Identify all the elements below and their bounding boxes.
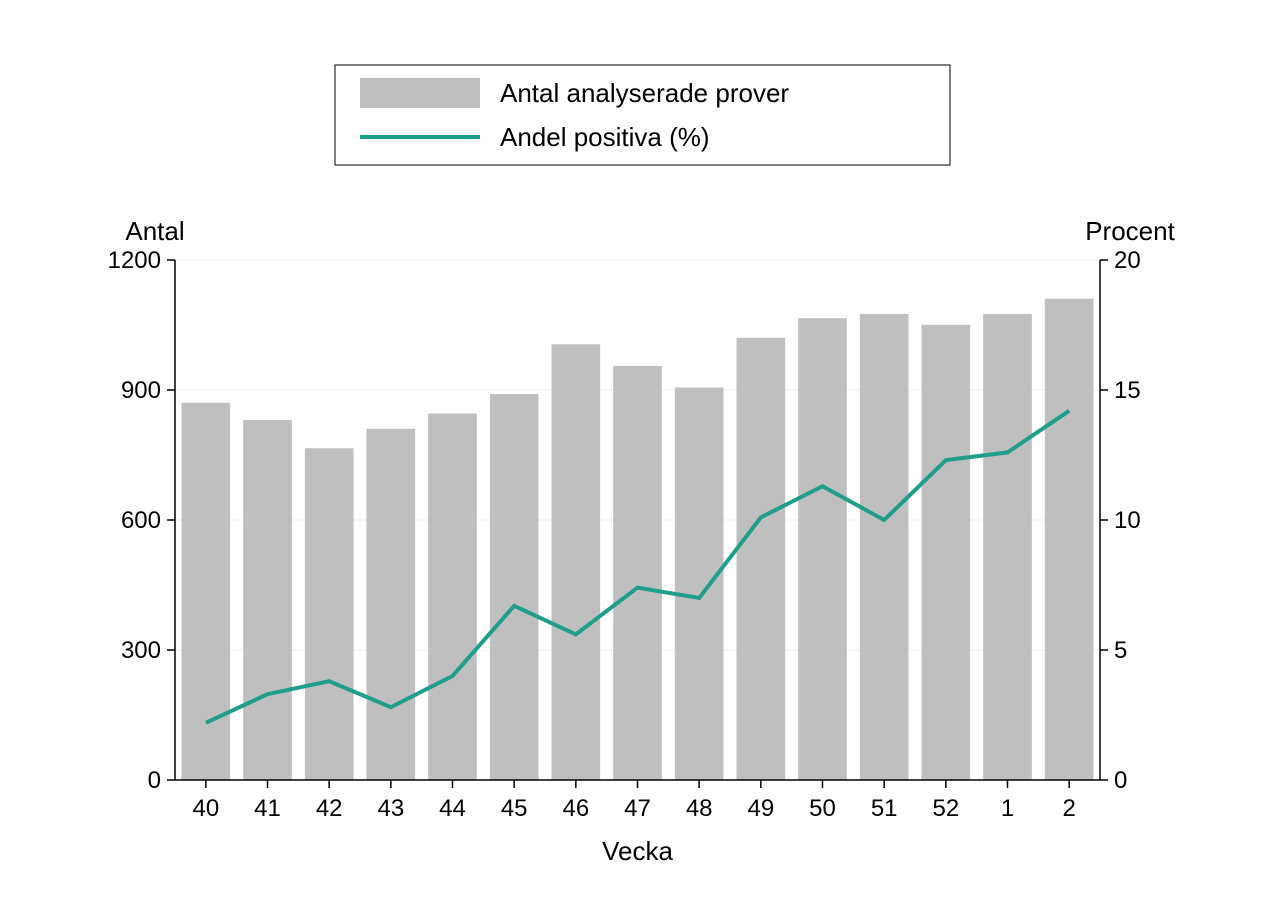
x-tick-label: 2 [1062,795,1075,822]
bar [552,345,600,781]
x-tick-label: 47 [624,795,651,822]
bar [983,314,1031,780]
chart-container: 0 300 600 900 1200 0 5 10 15 20 40 41 42 43 44 45 46 47 48… [0,0,1265,920]
bar [243,420,291,780]
y-right-tick-label: 5 [1114,637,1127,664]
y-left-tick-label: 600 [121,507,161,534]
y-left-title: Antal [125,216,184,246]
x-tick-label: 46 [562,795,589,822]
x-tick-label: 44 [439,795,466,822]
x-tick-label: 49 [747,795,774,822]
x-tick-label: 41 [254,795,281,822]
chart-svg: 0 300 600 900 1200 0 5 10 15 20 40 41 42 43 44 45 46 47 48… [0,0,1265,920]
y-right-tick-label: 0 [1114,767,1127,794]
legend-label-line: Andel positiva (%) [500,122,710,152]
bar [490,394,538,780]
x-tick-label: 42 [316,795,343,822]
x-tick-label: 52 [932,795,959,822]
y-left-tick-label: 900 [121,377,161,404]
x-tick-label: 1 [1001,795,1014,822]
bar [182,403,230,780]
legend-label-bar: Antal analyserade prover [500,78,789,108]
y-left-tick-label: 300 [121,637,161,664]
legend-swatch-bar [360,78,480,108]
y-left-tick-label: 0 [148,767,161,794]
y-left-tick-label: 1200 [108,247,161,274]
bar [428,414,476,780]
y-right-tick-label: 10 [1114,507,1141,534]
y-right-tick-label: 15 [1114,377,1141,404]
x-tick-label: 48 [686,795,713,822]
bar [1045,299,1093,780]
bar [737,338,785,780]
x-tick-label: 51 [871,795,898,822]
x-tick-label: 45 [501,795,528,822]
bar [675,388,723,780]
bar [613,366,661,780]
y-right-tick-label: 20 [1114,247,1141,274]
x-tick-label: 43 [377,795,404,822]
bar [367,429,415,780]
x-title: Vecka [602,836,673,866]
x-tick-label: 50 [809,795,836,822]
bar [922,325,970,780]
bar [305,449,353,781]
bar [860,314,908,780]
bar [798,319,846,781]
x-tick-label: 40 [192,795,219,822]
y-right-title: Procent [1085,216,1175,246]
